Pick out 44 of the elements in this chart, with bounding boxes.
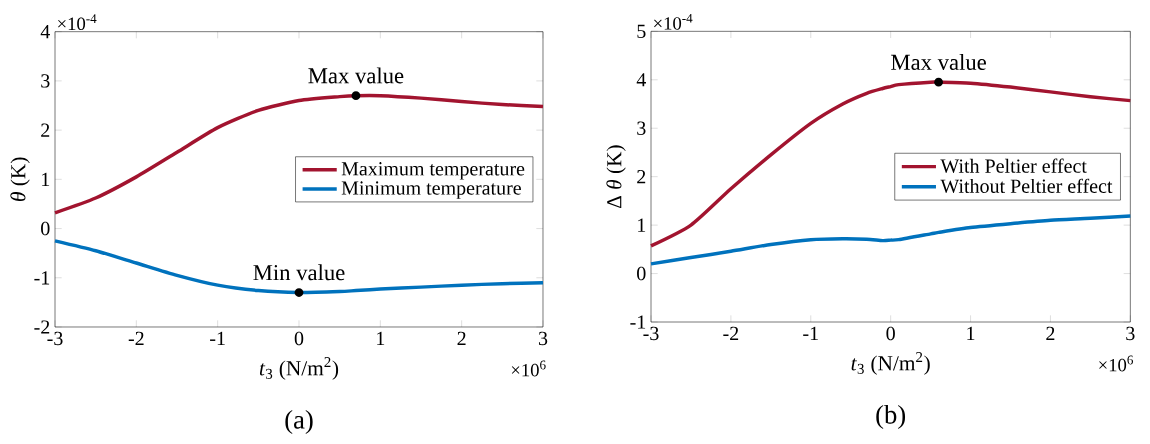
y-tick-label: 3 xyxy=(637,121,646,135)
annotation: Max value xyxy=(308,67,404,84)
x-axis-title: t$_{3}$ (N/m$^{2}$) xyxy=(851,352,930,375)
x-tick-label: -3 xyxy=(643,326,659,341)
x-tick-label: 1 xyxy=(967,326,975,340)
y-tick-label: 0 xyxy=(637,266,646,281)
x-tick-label: 3 xyxy=(1126,326,1135,341)
annotation: Min value xyxy=(253,264,345,281)
y-tick-label: 5 xyxy=(637,24,646,38)
x-tick-label: -2 xyxy=(723,326,739,340)
y-tick-label: 1 xyxy=(638,218,646,232)
y-tick-label: 4 xyxy=(636,73,646,87)
x-tick-label: 3 xyxy=(538,331,548,346)
x-tick-label: 0 xyxy=(294,331,304,346)
x-axis-title: t$_{3}$ (N/m$^{2}$) xyxy=(259,357,339,380)
y-tick-label: 0 xyxy=(41,221,50,236)
y-axis-title: θ (K) xyxy=(10,157,30,202)
x-tick-label: -1 xyxy=(210,331,225,345)
x-tick-label: 2 xyxy=(1046,326,1055,340)
line-series xyxy=(649,214,1133,266)
legend-label: Maximum temperature xyxy=(341,162,525,180)
legend-label: Without Peltier effect xyxy=(940,178,1113,194)
x-tick-label: 1 xyxy=(377,331,385,345)
y-tick-label: 1 xyxy=(42,172,50,186)
legend-label: Minimum temperature xyxy=(341,181,521,199)
annotation: Max value xyxy=(891,53,986,70)
y-tick-label: -1 xyxy=(34,271,50,285)
y-tick-label: 2 xyxy=(637,170,646,184)
y-tick-label: 4 xyxy=(40,25,50,39)
y-tick-label: 2 xyxy=(41,123,50,137)
y-tick-label: 3 xyxy=(41,74,50,88)
y-tick-label: -1 xyxy=(630,315,646,329)
legend-label: With Peltier effect xyxy=(940,158,1087,173)
y-axis-title: Δ θ (K) xyxy=(606,145,626,209)
text: (a) xyxy=(285,409,313,435)
text: (b) xyxy=(876,404,906,430)
x-tick-label: 0 xyxy=(886,326,895,341)
text: ×10$^{6}$ xyxy=(511,360,546,377)
x-tick-label: -2 xyxy=(128,331,144,345)
text: ×10$^{6}$ xyxy=(1099,355,1134,372)
x-tick-label: -1 xyxy=(803,326,818,340)
text: ×10$^{-4}$ xyxy=(654,13,693,30)
x-tick-label: 2 xyxy=(457,331,466,345)
text: ×10$^{-4}$ xyxy=(58,14,97,31)
